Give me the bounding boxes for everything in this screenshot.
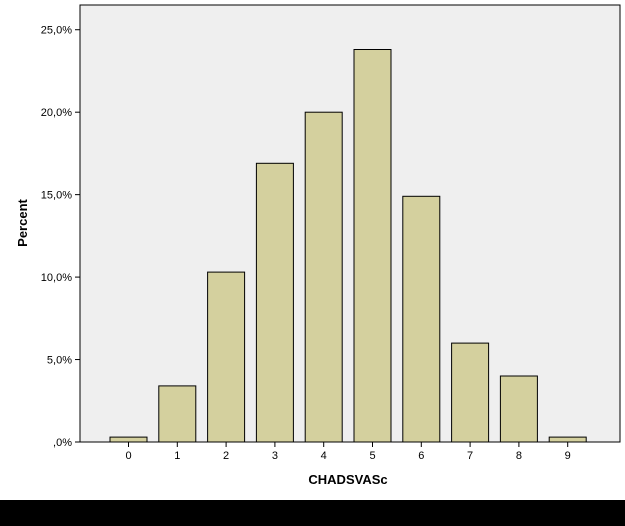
x-tick-label: 5 bbox=[369, 450, 375, 462]
y-tick-label: ,0% bbox=[53, 437, 72, 449]
y-axis: ,0% 5,0% 10,0% 15,0% 20,0% 25,0% bbox=[41, 25, 80, 449]
bars bbox=[109, 49, 587, 443]
x-axis-label: CHADSVASc bbox=[308, 472, 387, 487]
bar-7 bbox=[451, 342, 490, 443]
x-tick-label: 2 bbox=[223, 450, 229, 462]
x-tick-label: 4 bbox=[321, 450, 327, 462]
x-tick-label: 3 bbox=[272, 450, 278, 462]
y-tick-label: 25,0% bbox=[41, 25, 72, 37]
bottom-bar bbox=[0, 500, 625, 526]
x-tick-label: 6 bbox=[418, 450, 424, 462]
bar-4 bbox=[304, 111, 343, 443]
bar-6 bbox=[402, 195, 441, 443]
y-tick-label: 5,0% bbox=[47, 355, 72, 367]
y-axis-label: Percent bbox=[15, 198, 30, 246]
bar-1 bbox=[158, 385, 197, 443]
y-tick-label: 10,0% bbox=[41, 272, 72, 284]
chart: ,0% 5,0% 10,0% 15,0% 20,0% 25,0% 0 1 2 3 4 5 6 7 8 9 P… bbox=[15, 4, 621, 487]
bar-9 bbox=[548, 436, 587, 443]
bar-2 bbox=[207, 271, 246, 443]
bar-chart: ,0% 5,0% 10,0% 15,0% 20,0% 25,0% 0 1 2 3 4 5 6 7 8 9 P… bbox=[15, 4, 621, 487]
x-axis: 0 1 2 3 4 5 6 7 8 9 bbox=[125, 442, 571, 462]
bar-8 bbox=[499, 375, 538, 443]
x-tick-label: 8 bbox=[516, 450, 522, 462]
x-tick-label: 1 bbox=[174, 450, 180, 462]
bar-0 bbox=[109, 436, 148, 443]
y-tick-label: 20,0% bbox=[41, 107, 72, 119]
x-tick-label: 7 bbox=[467, 450, 473, 462]
bar-5 bbox=[353, 49, 392, 443]
y-tick-label: 15,0% bbox=[41, 190, 72, 202]
x-tick-label: 0 bbox=[125, 450, 131, 462]
bar-3 bbox=[255, 162, 294, 443]
plot-area bbox=[79, 4, 621, 443]
x-tick-label: 9 bbox=[565, 450, 571, 462]
